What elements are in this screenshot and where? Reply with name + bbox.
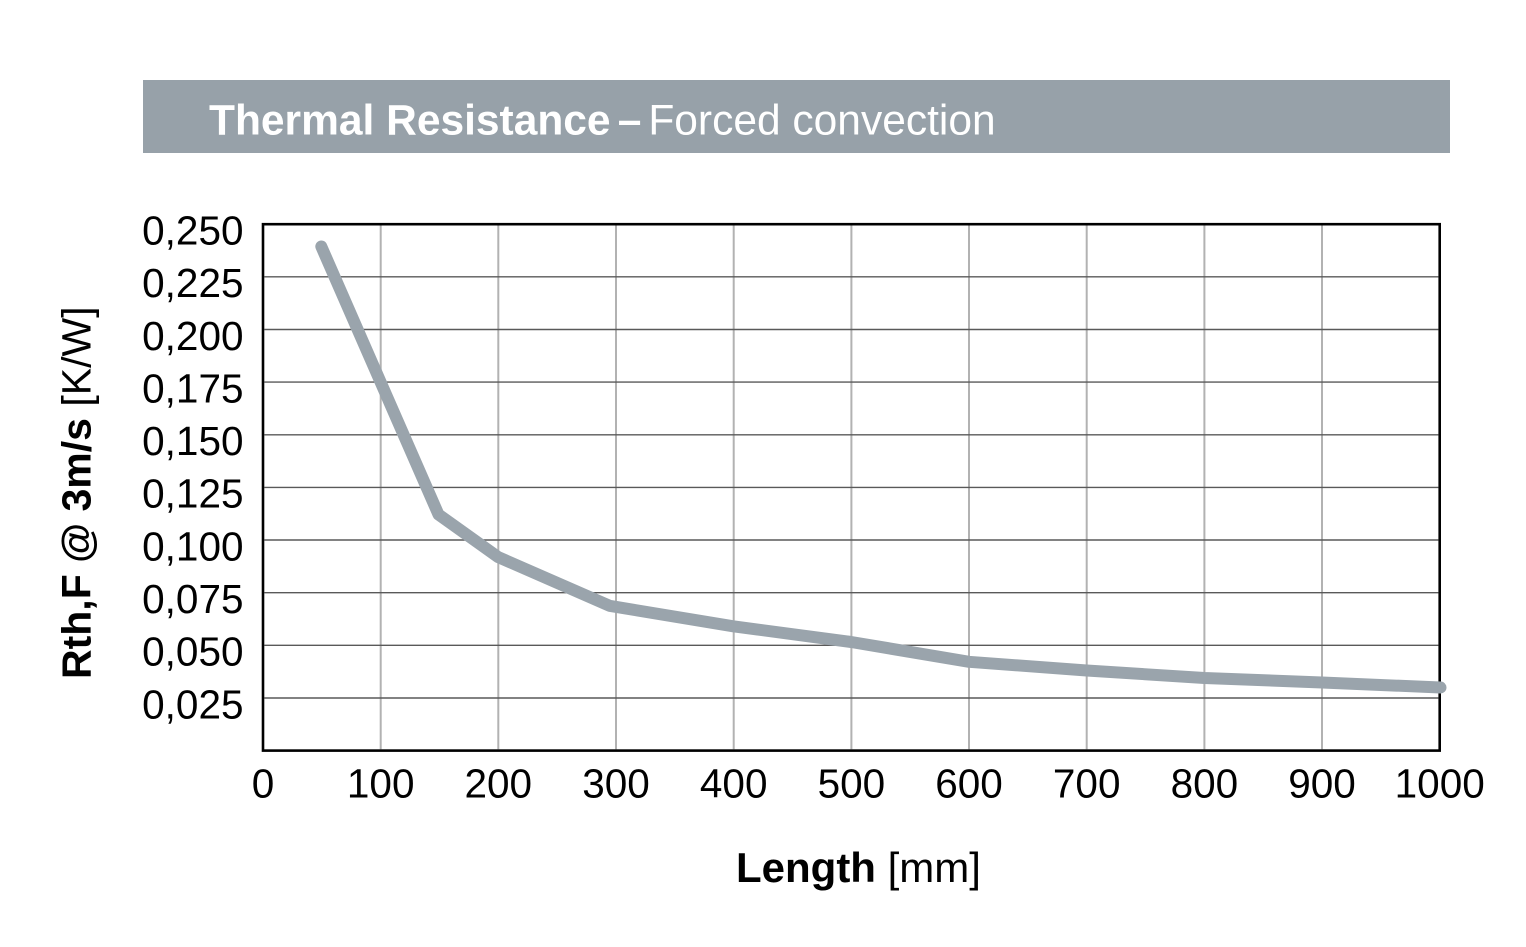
svg-text:100: 100 xyxy=(347,760,415,806)
svg-text:300: 300 xyxy=(582,760,650,806)
svg-text:700: 700 xyxy=(1053,760,1121,806)
svg-text:0,100: 0,100 xyxy=(142,523,243,569)
svg-text:1000: 1000 xyxy=(1395,760,1485,806)
svg-text:0,250: 0,250 xyxy=(142,208,243,254)
svg-text:0,200: 0,200 xyxy=(142,313,243,359)
svg-text:0,075: 0,075 xyxy=(142,576,243,622)
svg-text:0,050: 0,050 xyxy=(142,629,243,675)
svg-text:Rth,F @ 3m/s [K/W]: Rth,F @ 3m/s [K/W] xyxy=(54,306,100,679)
svg-text:0: 0 xyxy=(252,760,275,806)
svg-text:0,150: 0,150 xyxy=(142,418,243,464)
svg-text:400: 400 xyxy=(700,760,768,806)
svg-text:0,025: 0,025 xyxy=(142,681,243,727)
svg-text:800: 800 xyxy=(1171,760,1239,806)
svg-text:0,125: 0,125 xyxy=(142,471,243,517)
svg-text:900: 900 xyxy=(1288,760,1356,806)
svg-text:Length [mm]: Length [mm] xyxy=(736,844,981,891)
svg-text:0,175: 0,175 xyxy=(142,365,243,411)
svg-text:500: 500 xyxy=(818,760,886,806)
svg-text:0,225: 0,225 xyxy=(142,260,243,306)
svg-text:Thermal Resistance – Forced co: Thermal Resistance – Forced convection xyxy=(209,98,996,145)
svg-text:200: 200 xyxy=(465,760,533,806)
svg-text:600: 600 xyxy=(935,760,1003,806)
